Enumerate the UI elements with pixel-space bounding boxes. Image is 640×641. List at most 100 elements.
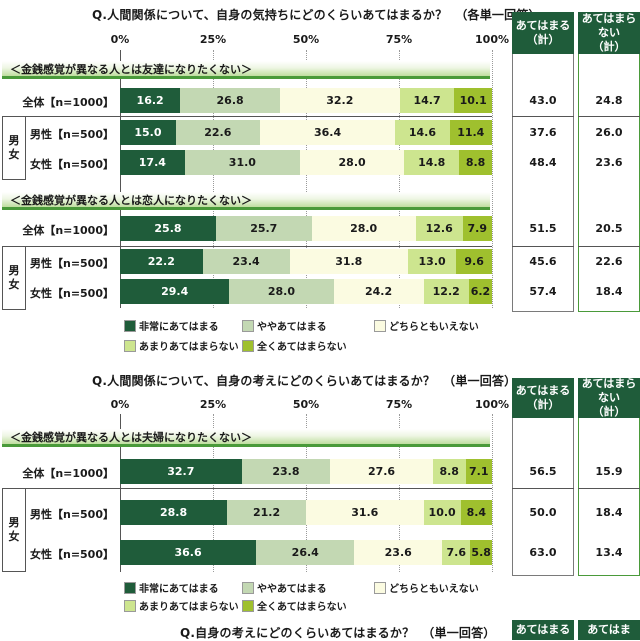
stacked-bar: 32.7 23.8 27.6 8.8 7.1 (120, 459, 492, 484)
data-label: 9.6 (464, 255, 484, 268)
data-label: 28.0 (350, 222, 378, 235)
legend-item: どちらともいえない (374, 318, 479, 333)
bar-segment-5: 11.4 (449, 120, 492, 145)
bar-segment-1: 16.2 (120, 88, 181, 113)
data-label: 27.6 (367, 465, 396, 478)
legend-label: 非常にあてはまる (139, 584, 219, 595)
section-divider (2, 116, 492, 117)
axis-tick-label: 0% (110, 398, 130, 411)
row-label: 女性【n=500】 (29, 286, 114, 300)
legend-label: あまりあてはまらない (139, 342, 239, 353)
data-label: 22.2 (147, 255, 175, 268)
legend-label: あまりあてはまらない (139, 602, 239, 613)
data-label: 14.6 (408, 126, 436, 139)
legend-swatch (242, 339, 254, 352)
data-label: 6.2 (470, 285, 491, 298)
row-label: 全体【n=1000】 (22, 223, 114, 237)
bar-segment-2: 26.8 (180, 88, 280, 113)
total-disagree-value: 13.4 (595, 545, 623, 559)
row-label: 女性【n=500】 (29, 157, 114, 171)
total-agree-value: 48.4 (529, 155, 557, 169)
bar-segment-1: 15.0 (120, 120, 176, 145)
total-header-line: （計） (526, 33, 560, 46)
stacked-bar: 16.2 26.8 32.2 14.7 10.1 (120, 88, 492, 113)
legend-label: どちらともいえない (389, 584, 479, 595)
total-header-line: あてはまる (515, 623, 571, 636)
legend-swatch (124, 319, 136, 332)
data-label: 28.8 (159, 506, 188, 519)
bar-segment-2: 28.0 (229, 279, 334, 304)
bar-segment-3: 36.4 (259, 120, 396, 145)
total-header-line: あてはまる (515, 19, 571, 32)
bar-segment-3: 23.6 (354, 540, 443, 565)
bar-segment-4: 13.0 (407, 249, 457, 274)
gridline (306, 50, 307, 308)
section-header: ＜金銭感覚が異なる人とは夫婦になりたくない＞ (2, 429, 490, 447)
data-label: 22.6 (204, 126, 232, 139)
chart-title-text: Q.自身の考えにどのくらいあてはまるか？ (180, 626, 415, 640)
stacked-bar: 28.8 21.2 31.6 10.0 8.4 (120, 500, 492, 525)
data-label: 28.0 (267, 285, 295, 298)
bar-segment-2: 21.2 (227, 500, 306, 525)
chart-title: Q.自身の考えにどのくらいあてはまるか？ （単一回答） (180, 624, 496, 641)
gridline (492, 50, 493, 308)
bar-segment-5: 5.8 (470, 540, 492, 565)
chart-title: Q.人間関係について、自身の気持ちにどのくらいあてはまるか？ （各単一回答） (92, 6, 541, 23)
stacked-bar: 36.6 26.4 23.6 7.6 5.8 (120, 540, 492, 565)
total-agree-value: 63.0 (529, 545, 557, 559)
total-agree-value: 50.0 (529, 505, 557, 519)
legend-item: あまりあてはまらない (124, 338, 239, 353)
data-label: 26.4 (291, 546, 319, 559)
bar-segment-5: 6.2 (468, 279, 492, 304)
axis-tick-label: 100% (475, 398, 509, 411)
sex-group-char: 男 (8, 134, 20, 147)
data-label: 12.6 (425, 222, 453, 235)
sex-group-char: 女 (8, 148, 20, 161)
sex-group-box: 男女 (2, 116, 26, 180)
bar-segment-4: 14.6 (395, 120, 450, 145)
bar-segment-5: 9.6 (456, 249, 492, 274)
bar-segment-4: 14.7 (399, 88, 455, 113)
total-divider (512, 116, 574, 117)
bar-segment-5: 8.4 (460, 500, 492, 525)
data-label: 7.6 (446, 546, 467, 559)
sex-group-char: 男 (8, 264, 20, 277)
total-header-line: あてはまら (581, 377, 637, 390)
section-divider (2, 488, 492, 489)
chart-title-text: Q.人間関係について、自身の考えにどのくらいあてはまるか？ (92, 374, 436, 388)
legend-swatch (242, 319, 254, 332)
data-label: 25.7 (250, 222, 278, 235)
bar-segment-4: 14.8 (404, 150, 460, 175)
data-label: 31.6 (351, 506, 379, 519)
gridline (399, 414, 400, 572)
legend-label: 非常にあてはまる (139, 322, 219, 333)
row-label: 男性【n=500】 (29, 256, 114, 270)
data-label: 11.4 (457, 126, 485, 139)
axis-tick-label: 25% (199, 33, 227, 46)
legend-swatch (124, 339, 136, 352)
legend-label: 全くあてはまらない (257, 602, 347, 613)
axis-tick-label: 25% (199, 398, 227, 411)
total-column-agree (512, 12, 574, 312)
legend-item: 全くあてはまらない (242, 598, 347, 613)
row-label: 女性【n=500】 (29, 547, 114, 561)
data-label: 10.1 (459, 94, 487, 107)
total-disagree-value: 26.0 (595, 125, 623, 139)
axis-tick-label: 0% (110, 33, 130, 46)
gridline (120, 414, 121, 572)
total-header-line: あてはまら (581, 12, 637, 25)
bar-segment-4: 8.8 (432, 459, 466, 484)
total-agree-value: 57.4 (529, 284, 557, 298)
legend-item: あまりあてはまらない (124, 598, 239, 613)
total-disagree-value: 15.9 (595, 464, 623, 478)
total-header-agree: あてはまる (512, 620, 574, 640)
data-label: 12.2 (432, 285, 460, 298)
total-divider (512, 246, 574, 247)
data-label: 31.0 (228, 156, 256, 169)
data-label: 13.0 (418, 255, 446, 268)
bar-segment-5: 8.8 (459, 150, 492, 175)
section-header: ＜金銭感覚が異なる人とは恋人になりたくない＞ (2, 192, 490, 210)
bar-segment-2: 31.0 (184, 150, 301, 175)
data-label: 36.4 (313, 126, 342, 139)
bar-segment-2: 23.4 (202, 249, 290, 274)
